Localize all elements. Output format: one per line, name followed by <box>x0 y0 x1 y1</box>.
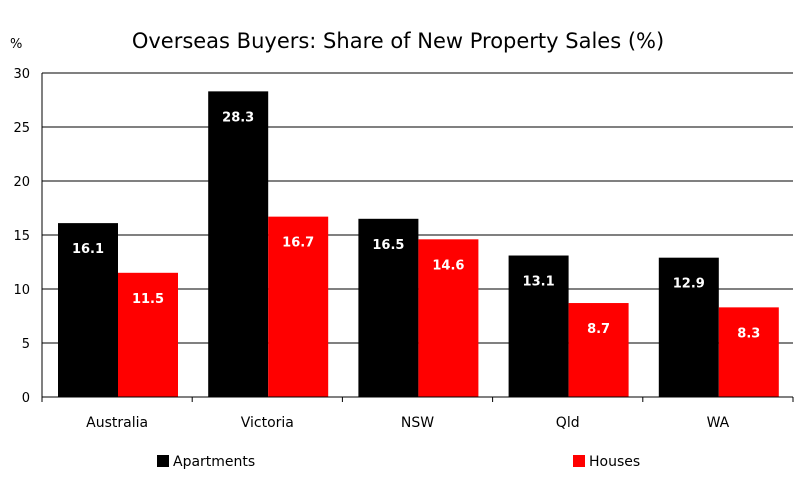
bar-apartments-wa <box>658 257 719 397</box>
legend-label-houses: Houses <box>589 454 640 470</box>
x-tick-label: WA <box>707 415 730 431</box>
bar-houses-victoria <box>268 216 329 397</box>
bar-apartments-qld <box>508 255 569 397</box>
y-tick-label: 10 <box>13 283 30 298</box>
data-label: 13.1 <box>523 275 555 290</box>
bars <box>58 91 779 398</box>
bar-houses-qld <box>568 303 629 397</box>
y-tick-label: 0 <box>22 391 30 406</box>
y-tick-label: 20 <box>13 175 30 190</box>
data-labels: 16.1 11.5 28.3 16.7 16.5 14.6 13.1 8.7 12.9 8.3 <box>72 110 760 341</box>
x-tick-label: NSW <box>401 415 434 431</box>
bar-apartments-victoria <box>208 91 269 398</box>
bar-houses-nsw <box>418 239 479 397</box>
legend-swatch-houses <box>573 455 585 467</box>
data-label: 28.3 <box>222 110 254 125</box>
data-label: 8.7 <box>587 322 610 337</box>
data-label: 16.7 <box>282 236 314 251</box>
bar-houses-australia <box>118 272 178 397</box>
data-label: 16.5 <box>372 238 404 253</box>
y-tick-label: 30 <box>13 67 30 82</box>
chart-title: Overseas Buyers: Share of New Property S… <box>132 29 664 53</box>
y-axis-ticks: 0 5 10 15 20 25 30 <box>13 67 43 406</box>
x-tick-label: Australia <box>86 415 148 431</box>
bar-houses-wa <box>718 307 779 397</box>
data-label: 12.9 <box>673 277 705 292</box>
legend: Apartments Houses <box>157 454 640 470</box>
y-tick-label: 25 <box>13 121 30 136</box>
legend-swatch-apartments <box>157 455 169 467</box>
y-tick-label: 15 <box>13 229 30 244</box>
y-axis-unit-label: % <box>10 37 22 52</box>
legend-label-apartments: Apartments <box>173 454 255 470</box>
x-tick-label: Qld <box>556 415 580 431</box>
bar-apartments-australia <box>58 223 118 397</box>
data-label: 14.6 <box>432 258 464 273</box>
data-label: 16.1 <box>72 242 104 257</box>
data-label: 8.3 <box>737 326 760 341</box>
bar-apartments-nsw <box>358 218 419 397</box>
y-tick-label: 5 <box>22 337 30 352</box>
x-axis: Australia Victoria NSW Qld WA <box>41 396 794 431</box>
data-label: 11.5 <box>132 292 164 307</box>
x-tick-label: Victoria <box>241 415 294 431</box>
